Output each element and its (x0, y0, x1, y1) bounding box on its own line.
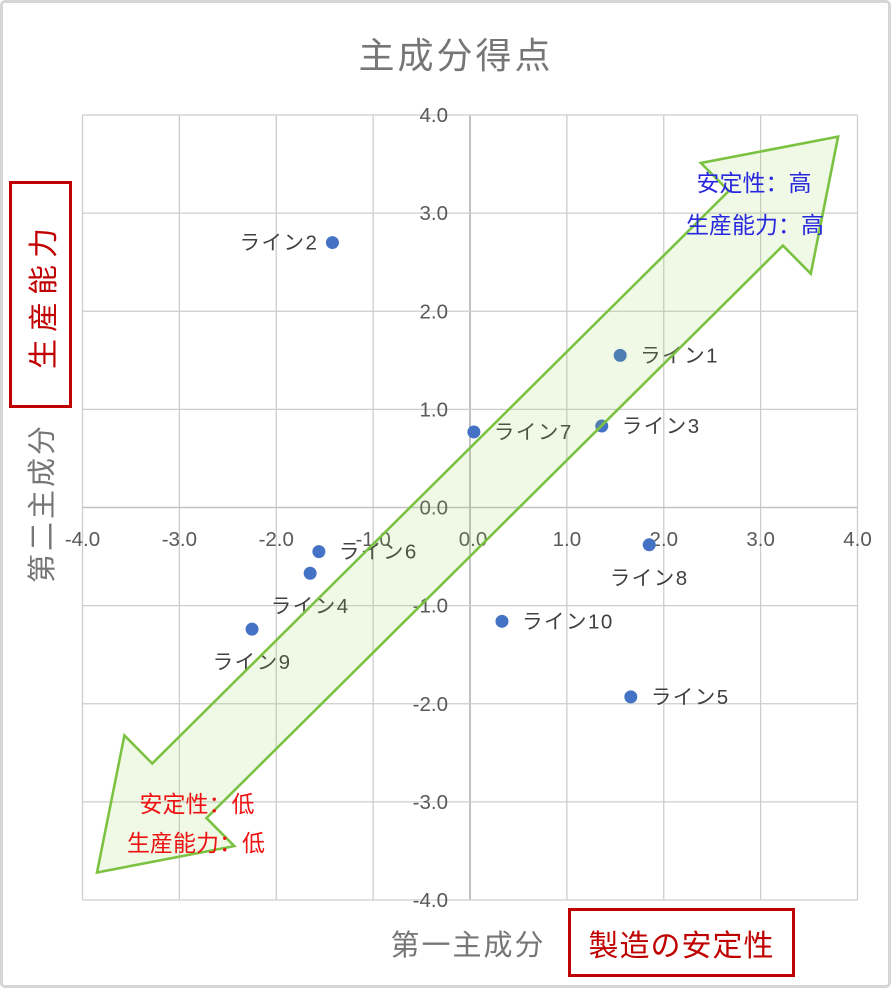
data-point (467, 425, 481, 439)
data-point (312, 545, 326, 559)
y-tick-label: -2.0 (413, 693, 448, 716)
low-note-line1: 安定性：低 (139, 791, 255, 817)
production-capacity-callout-box: 生産能力 (9, 181, 72, 408)
production-capacity-callout-label: 生産能力 (27, 220, 61, 369)
data-point (624, 690, 638, 704)
y-tick-label: 1.0 (420, 398, 449, 421)
manufacturing-stability-callout-box: 製造の安定性 (568, 908, 795, 977)
data-point-label: ライン9 (213, 651, 292, 674)
x-tick-label: -2.0 (259, 528, 294, 551)
y-tick-label: 0.0 (420, 497, 449, 520)
y-tick-label: -3.0 (413, 791, 448, 814)
data-point-label: ライン3 (622, 415, 701, 438)
data-point (613, 348, 627, 362)
data-point (303, 566, 317, 580)
chart-title: 主成分得点 (358, 35, 554, 76)
x-axis-title: 第一主成分 (390, 930, 546, 962)
data-point-label: ライン2 (240, 232, 319, 255)
y-tick-label: -1.0 (413, 595, 448, 618)
x-tick-label: 3.0 (746, 528, 775, 551)
y-tick-label: 2.0 (420, 300, 449, 323)
data-point-label: ライン5 (651, 686, 730, 709)
low-note-line2: 生産能力：低 (127, 830, 265, 856)
x-tick-label: 1.0 (553, 528, 582, 551)
data-point-label: ライン7 (494, 421, 573, 444)
y-axis-title: 第二主成分 (27, 422, 59, 584)
data-point-label: ライン8 (610, 567, 689, 590)
x-tick-label: 4.0 (843, 528, 872, 551)
x-tick-label: -3.0 (162, 528, 197, 551)
data-point (245, 622, 259, 636)
high-note-line2: 生産能力：高 (686, 212, 824, 238)
y-tick-label: 3.0 (420, 202, 449, 225)
y-tick-label: 4.0 (420, 104, 449, 127)
trend-double-arrow (95, 134, 840, 875)
x-tick-label: -4.0 (65, 528, 100, 551)
y-tick-label: -4.0 (413, 889, 448, 912)
data-point-label: ライン1 (640, 344, 719, 367)
high-note-line1: 安定性：高 (696, 170, 812, 196)
data-point-label: ライン10 (522, 610, 614, 633)
data-point (495, 614, 509, 628)
manufacturing-stability-callout-label: 製造の安定性 (588, 929, 775, 963)
data-point (325, 236, 339, 250)
data-point (642, 538, 656, 552)
x-tick-label: 2.0 (650, 528, 679, 551)
